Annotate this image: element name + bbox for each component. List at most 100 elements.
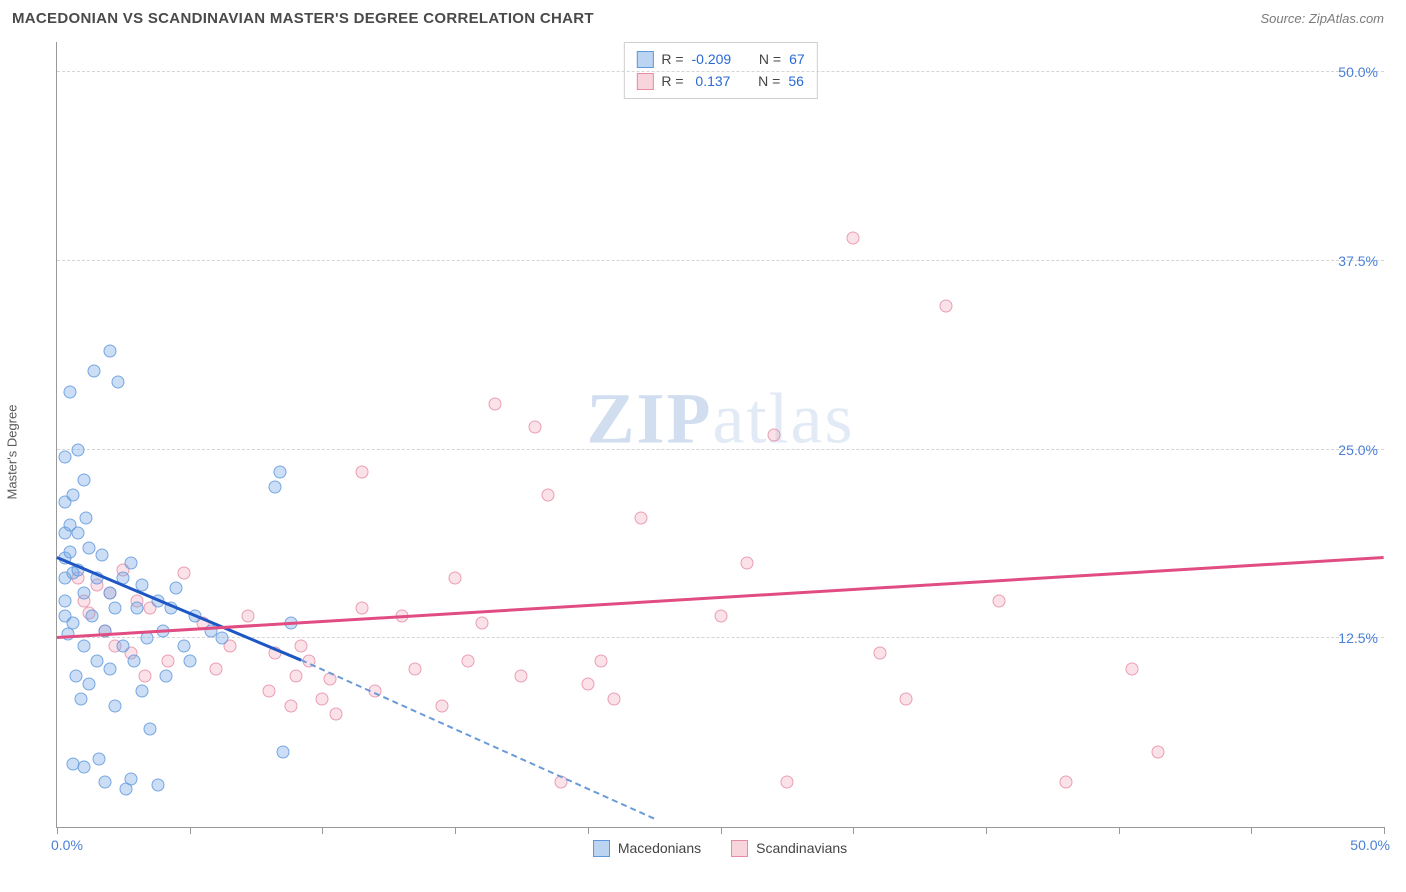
point-macedonian	[151, 778, 164, 791]
gridline	[57, 637, 1384, 638]
point-macedonian	[135, 685, 148, 698]
point-macedonian	[77, 587, 90, 600]
point-macedonian	[90, 654, 103, 667]
point-scandinavian	[449, 571, 462, 584]
point-macedonian	[93, 753, 106, 766]
point-macedonian	[141, 632, 154, 645]
point-scandinavian	[462, 654, 475, 667]
point-scandinavian	[210, 662, 223, 675]
point-macedonian	[85, 609, 98, 622]
point-macedonian	[98, 775, 111, 788]
trendline-macedonian-extrapolated	[301, 659, 655, 819]
point-macedonian	[72, 443, 85, 456]
point-scandinavian	[263, 685, 276, 698]
point-scandinavian	[316, 692, 329, 705]
chart-title: MACEDONIAN VS SCANDINAVIAN MASTER'S DEGR…	[12, 10, 594, 27]
point-macedonian	[143, 722, 156, 735]
point-scandinavian	[741, 556, 754, 569]
point-macedonian	[77, 639, 90, 652]
point-scandinavian	[329, 707, 342, 720]
point-scandinavian	[595, 654, 608, 667]
point-macedonian	[104, 345, 117, 358]
point-scandinavian	[356, 466, 369, 479]
point-macedonian	[125, 556, 138, 569]
point-scandinavian	[900, 692, 913, 705]
point-macedonian	[66, 488, 79, 501]
scatter-plot: ZIPatlas R = -0.209 N = 67 R = 0.137 N =…	[56, 42, 1384, 828]
swatch-pink-icon	[636, 73, 653, 90]
gridline	[57, 260, 1384, 261]
point-macedonian	[170, 582, 183, 595]
point-macedonian	[96, 549, 109, 562]
point-scandinavian	[634, 511, 647, 524]
point-scandinavian	[242, 609, 255, 622]
point-macedonian	[268, 481, 281, 494]
gridline	[57, 71, 1384, 72]
point-scandinavian	[528, 420, 541, 433]
x-tick	[853, 827, 854, 834]
point-scandinavian	[873, 647, 886, 660]
point-macedonian	[66, 757, 79, 770]
corr-row-pink: R = 0.137 N = 56	[636, 70, 804, 92]
point-scandinavian	[475, 617, 488, 630]
point-scandinavian	[714, 609, 727, 622]
series-legend: Macedonians Scandinavians	[56, 834, 1384, 862]
point-scandinavian	[1152, 745, 1165, 758]
point-macedonian	[69, 670, 82, 683]
legend-item-macedonians: Macedonians	[593, 840, 701, 857]
swatch-blue-icon	[593, 840, 610, 857]
point-scandinavian	[162, 654, 175, 667]
swatch-blue-icon	[636, 51, 653, 68]
point-macedonian	[273, 466, 286, 479]
point-macedonian	[109, 602, 122, 615]
point-macedonian	[178, 639, 191, 652]
x-tick	[721, 827, 722, 834]
point-scandinavian	[289, 670, 302, 683]
point-scandinavian	[993, 594, 1006, 607]
point-macedonian	[104, 587, 117, 600]
point-scandinavian	[581, 677, 594, 690]
corr-row-blue: R = -0.209 N = 67	[636, 48, 804, 70]
point-scandinavian	[435, 700, 448, 713]
point-macedonian	[61, 627, 74, 640]
point-macedonian	[82, 541, 95, 554]
point-scandinavian	[488, 398, 501, 411]
point-macedonian	[130, 602, 143, 615]
trendline-scandinavian	[57, 556, 1384, 639]
point-scandinavian	[356, 602, 369, 615]
point-macedonian	[72, 526, 85, 539]
point-scandinavian	[178, 567, 191, 580]
chart-header: MACEDONIAN VS SCANDINAVIAN MASTER'S DEGR…	[0, 0, 1406, 33]
y-tick-label: 25.0%	[1338, 442, 1378, 458]
point-macedonian	[117, 639, 130, 652]
point-macedonian	[112, 375, 125, 388]
point-macedonian	[104, 662, 117, 675]
y-axis-label: Master's Degree	[5, 405, 20, 500]
swatch-pink-icon	[731, 840, 748, 857]
point-scandinavian	[767, 428, 780, 441]
point-macedonian	[77, 473, 90, 486]
y-tick-label: 37.5%	[1338, 253, 1378, 269]
x-tick	[1251, 827, 1252, 834]
x-tick	[190, 827, 191, 834]
x-tick	[1384, 827, 1385, 834]
point-scandinavian	[1125, 662, 1138, 675]
source-attribution: Source: ZipAtlas.com	[1260, 11, 1384, 26]
point-scandinavian	[847, 232, 860, 245]
point-macedonian	[74, 692, 87, 705]
point-macedonian	[159, 670, 172, 683]
point-macedonian	[125, 772, 138, 785]
x-tick	[986, 827, 987, 834]
gridline	[57, 449, 1384, 450]
y-tick-label: 12.5%	[1338, 630, 1378, 646]
legend-label: Scandinavians	[756, 840, 847, 856]
legend-item-scandinavians: Scandinavians	[731, 840, 847, 857]
point-scandinavian	[1059, 775, 1072, 788]
point-macedonian	[58, 451, 71, 464]
point-scandinavian	[409, 662, 422, 675]
x-tick	[455, 827, 456, 834]
point-macedonian	[127, 654, 140, 667]
point-macedonian	[82, 677, 95, 690]
x-tick	[588, 827, 589, 834]
point-macedonian	[64, 546, 77, 559]
